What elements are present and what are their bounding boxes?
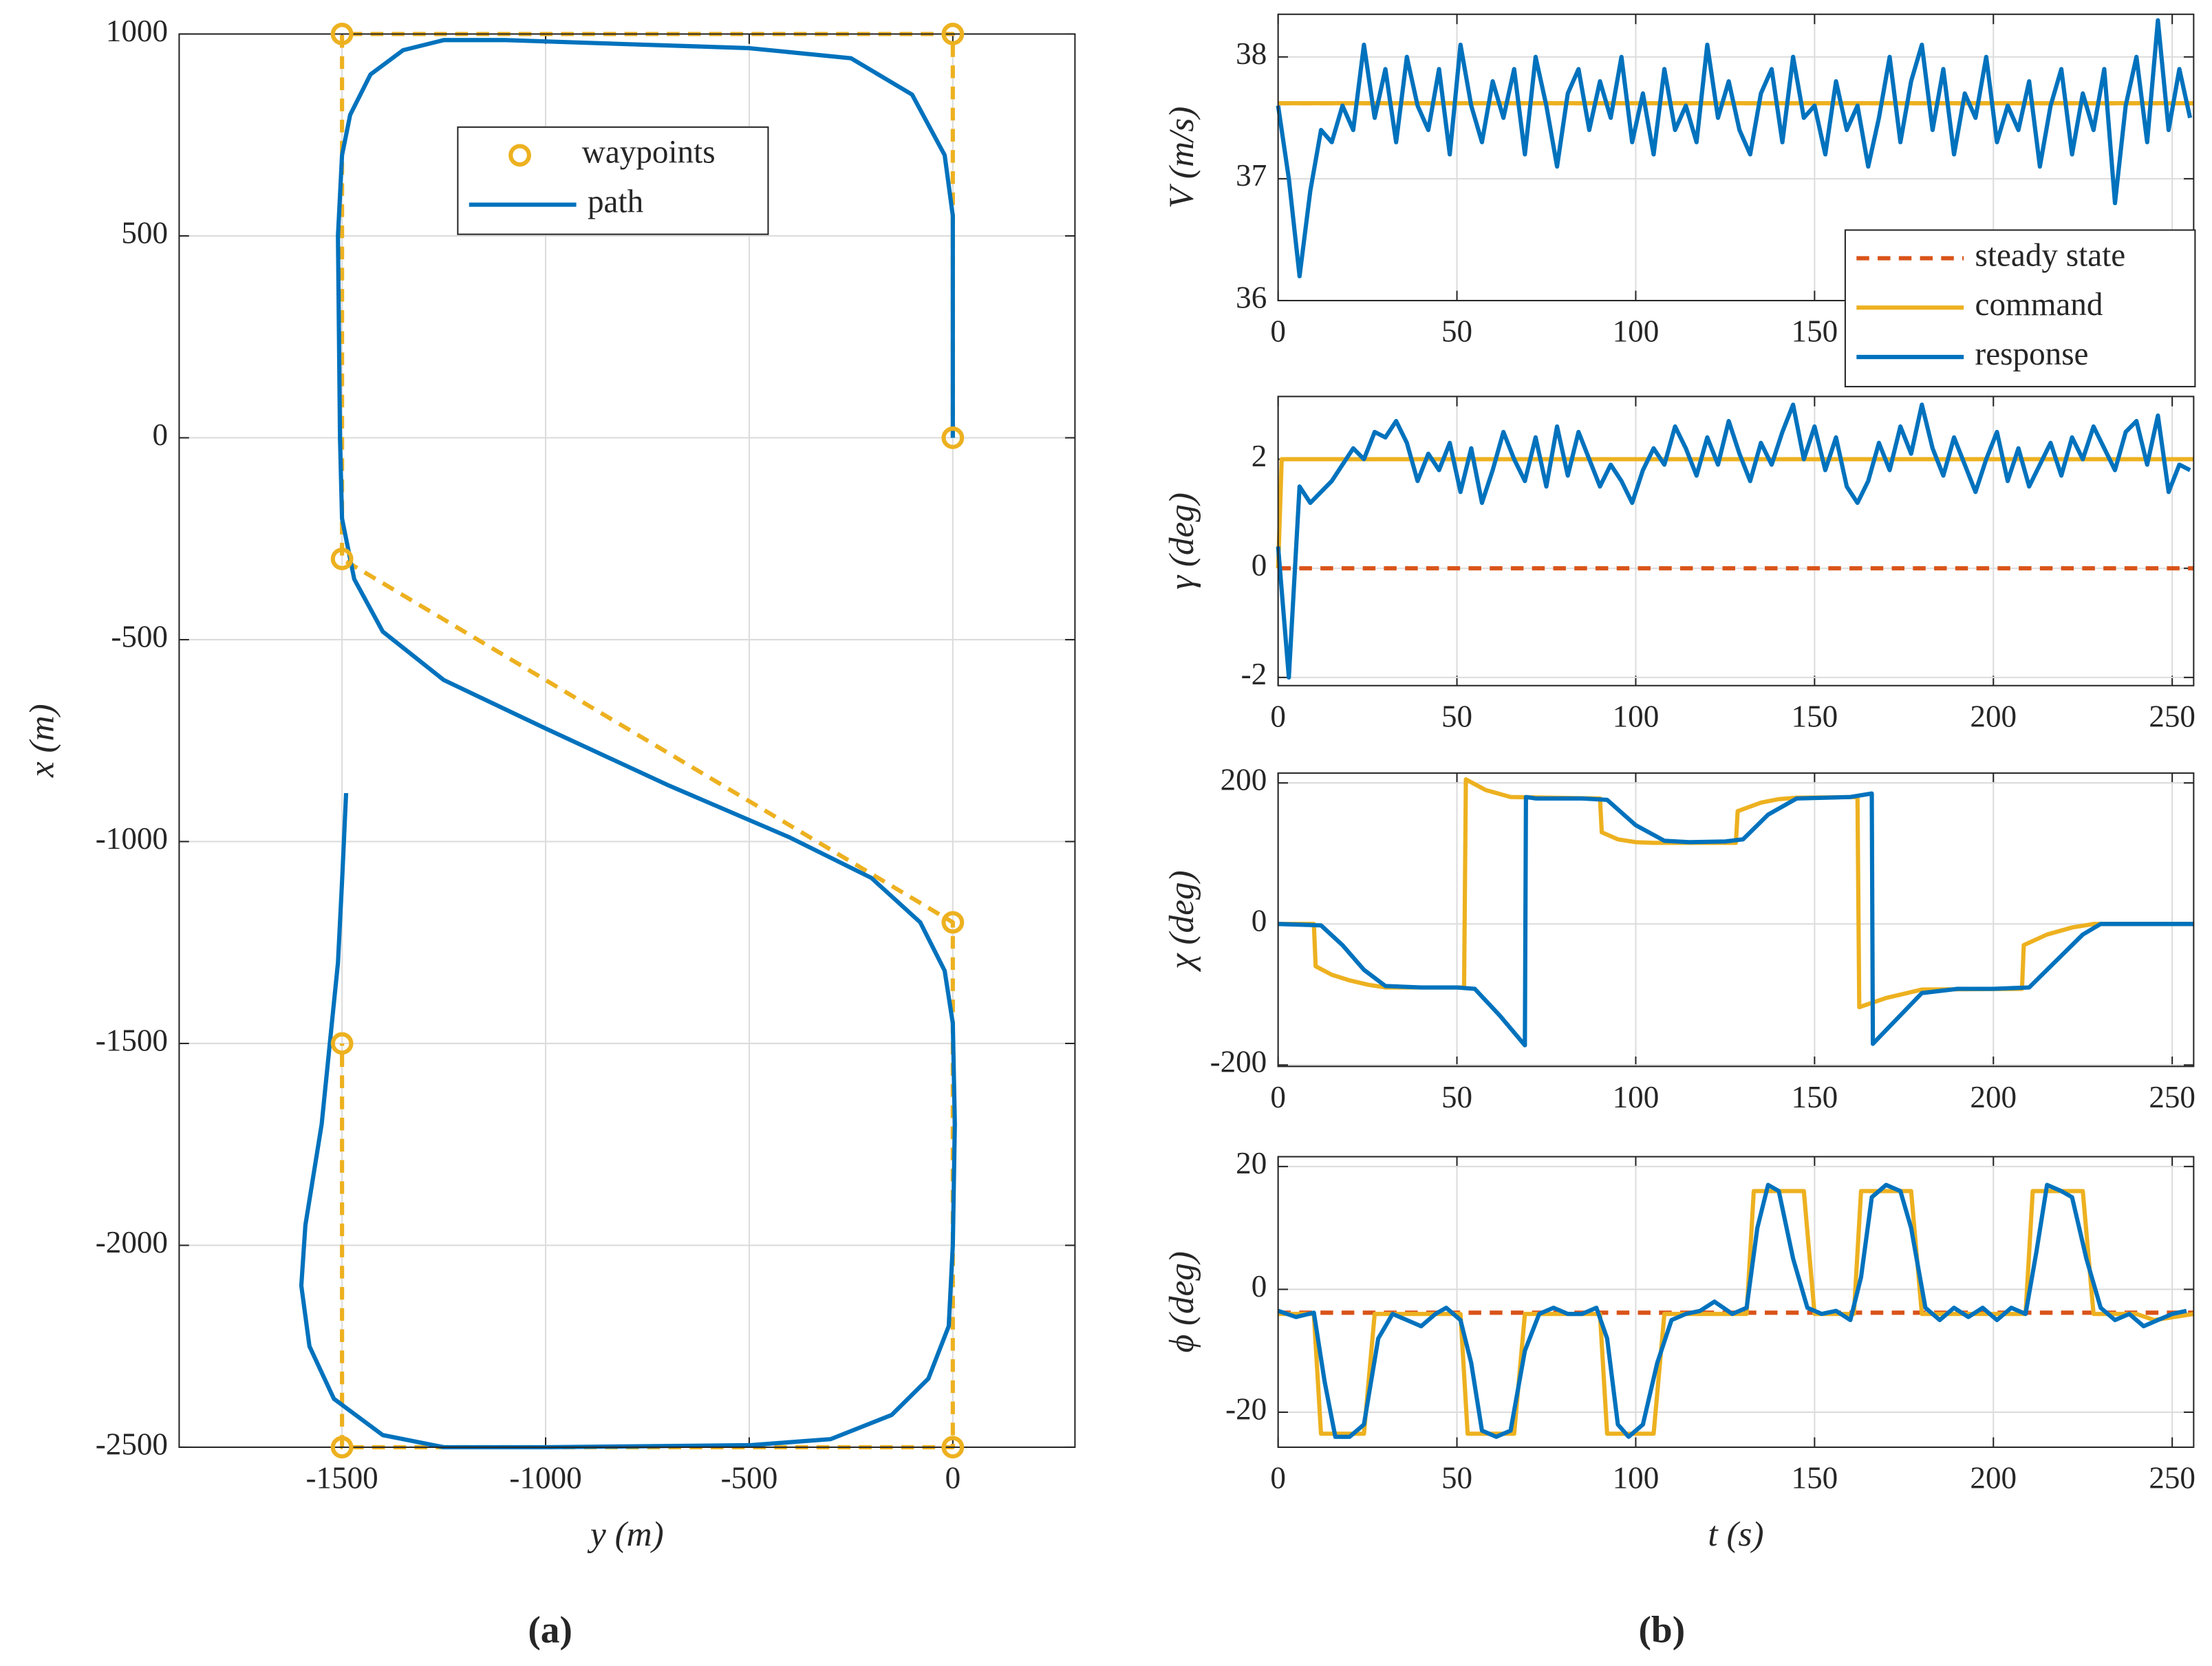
y-axis-label: V (m/s) bbox=[1162, 107, 1201, 209]
legend: steady state command response bbox=[1844, 229, 2196, 388]
axes-box bbox=[1277, 13, 2195, 302]
legend-label: waypoints bbox=[582, 135, 716, 171]
x-tick-label: 100 bbox=[1613, 699, 1660, 733]
y-tick-label: -1500 bbox=[96, 1023, 168, 1057]
x-tick-label: 0 bbox=[1270, 1080, 1286, 1114]
y-axis-label: χ (deg) bbox=[1162, 870, 1201, 973]
x-tick-label: 0 bbox=[1270, 1460, 1286, 1495]
y-tick-label: 0 bbox=[1252, 1269, 1267, 1303]
plot-area bbox=[1278, 1156, 2194, 1447]
y-tick-label: 500 bbox=[121, 215, 168, 250]
axes-box bbox=[1277, 1156, 2195, 1448]
x-tick-label: 100 bbox=[1613, 1460, 1660, 1495]
x-tick-label: 0 bbox=[1270, 314, 1286, 349]
y-tick-label: 200 bbox=[1221, 763, 1267, 797]
y-tick-label: 0 bbox=[1252, 904, 1267, 938]
x-axis-label: y (m) bbox=[587, 1515, 664, 1554]
y-tick-label: -2500 bbox=[96, 1427, 168, 1461]
y-tick-label: -200 bbox=[1210, 1045, 1267, 1079]
x-tick-label: 0 bbox=[1270, 699, 1286, 733]
caption: (b) bbox=[1639, 1608, 1686, 1650]
x-tick-label: 150 bbox=[1792, 314, 1838, 349]
legend: waypoints path bbox=[457, 126, 769, 235]
x-tick-label: 100 bbox=[1613, 314, 1660, 349]
y-tick-label: -2000 bbox=[96, 1225, 168, 1259]
x-tick-label: 0 bbox=[945, 1460, 961, 1495]
series-line bbox=[1278, 791, 2194, 1048]
series-line bbox=[1276, 18, 2193, 279]
y-tick-label: -20 bbox=[1225, 1392, 1267, 1426]
waypoint-marker bbox=[941, 23, 965, 45]
series-line bbox=[1276, 402, 2191, 680]
x-tick-label: 50 bbox=[1441, 1080, 1472, 1114]
x-axis-label: t (s) bbox=[1708, 1515, 1763, 1554]
legend-label: response bbox=[1975, 336, 2089, 372]
y-tick-label: 38 bbox=[1236, 36, 1267, 71]
x-tick-label: 50 bbox=[1441, 699, 1472, 733]
x-tick-label: 200 bbox=[1970, 699, 2017, 733]
legend-swatch bbox=[508, 144, 531, 167]
series-layer bbox=[1276, 18, 2194, 279]
legend-box bbox=[457, 126, 769, 235]
x-tick-label: 150 bbox=[1792, 1460, 1838, 1495]
axes-box bbox=[1277, 772, 2195, 1068]
waypoint-marker bbox=[330, 1032, 354, 1055]
x-tick-label: 150 bbox=[1792, 699, 1838, 733]
waypoint-marker bbox=[330, 23, 354, 45]
x-tick-label: 100 bbox=[1613, 1080, 1660, 1114]
y-tick-label: -1000 bbox=[96, 821, 168, 856]
plot-area bbox=[179, 34, 1075, 1447]
waypoint-marker bbox=[330, 1436, 354, 1459]
waypoint-marker bbox=[330, 548, 354, 570]
y-tick-label: 0 bbox=[1252, 548, 1267, 583]
x-tick-label: 50 bbox=[1441, 314, 1472, 349]
y-tick-label: 1000 bbox=[106, 14, 168, 48]
y-tick-label: -500 bbox=[111, 619, 168, 653]
series-line bbox=[299, 38, 957, 1450]
x-tick-label: 250 bbox=[2149, 699, 2195, 733]
x-tick-label: 250 bbox=[2149, 1460, 2195, 1495]
waypoint-marker bbox=[941, 1436, 965, 1459]
y-tick-label: -2 bbox=[1241, 657, 1267, 691]
waypoint-marker bbox=[941, 426, 965, 449]
y-tick-label: 36 bbox=[1236, 280, 1267, 314]
y-tick-label: 0 bbox=[152, 418, 168, 452]
x-tick-label: 50 bbox=[1441, 1460, 1472, 1495]
x-tick-label: -500 bbox=[721, 1460, 778, 1495]
series-line bbox=[1277, 1182, 2187, 1439]
x-tick-label: 150 bbox=[1792, 1080, 1838, 1114]
y-tick-label: 37 bbox=[1236, 158, 1267, 193]
legend-label: steady state bbox=[1975, 237, 2126, 273]
y-axis-label: γ (deg) bbox=[1162, 493, 1201, 589]
x-tick-label: -1500 bbox=[306, 1460, 378, 1495]
axes: -1500 -1000 -500 0 -2500 -2000 -1500 -1000 -500 0… bbox=[22, 14, 1076, 1554]
series-layer bbox=[1278, 777, 2194, 1048]
y-tick-label: 2 bbox=[1252, 439, 1267, 473]
series-layer bbox=[1277, 1182, 2194, 1439]
x-tick-label: 200 bbox=[1970, 1460, 2017, 1495]
x-tick-label: 250 bbox=[2149, 1080, 2195, 1114]
y-axis-label: ϕ (deg) bbox=[1162, 1251, 1201, 1352]
y-axis-label: x (m) bbox=[22, 704, 61, 778]
y-tick-label: 20 bbox=[1236, 1146, 1267, 1180]
legend-label: path bbox=[588, 184, 643, 219]
x-tick-label: 200 bbox=[1970, 1080, 2017, 1114]
x-tick-label: -1000 bbox=[509, 1460, 581, 1495]
series-layer bbox=[1276, 402, 2194, 680]
series-line bbox=[1276, 457, 2194, 569]
waypoint-marker bbox=[941, 911, 965, 934]
legend-label: command bbox=[1975, 287, 2103, 323]
axes-box bbox=[1277, 396, 2195, 686]
axes-box bbox=[178, 33, 1076, 1448]
caption: (a) bbox=[528, 1608, 572, 1650]
